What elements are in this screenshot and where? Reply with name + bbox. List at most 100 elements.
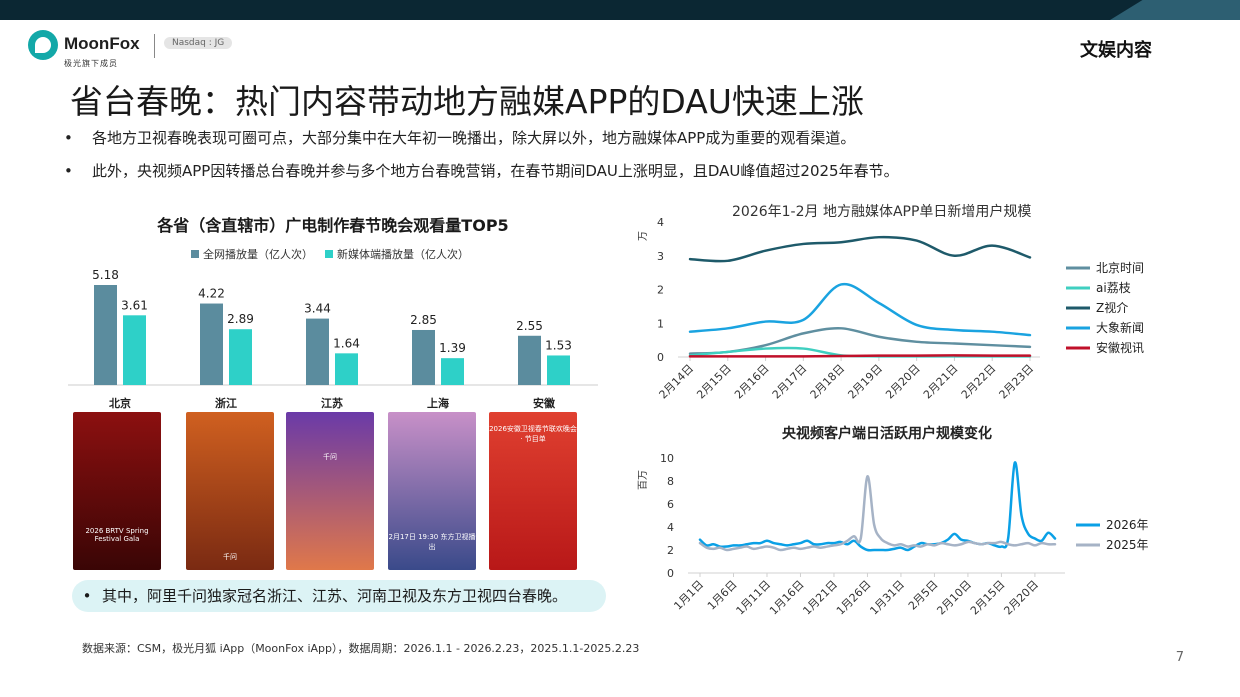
x-tick-label: 2月23日 — [997, 362, 1037, 402]
bar-value-label: 4.22 — [198, 287, 225, 301]
nasdaq-badge: Nasdaq : JG — [164, 37, 233, 49]
x-tick-label: 1月1日 — [671, 578, 706, 613]
series-line-1 — [698, 461, 1057, 552]
bar-category-label: 安徽 — [533, 397, 555, 410]
poster-caption: 2月17日 19:30 东方卫视播出 — [388, 533, 476, 551]
logo-divider — [154, 34, 155, 58]
y-tick-label: 1 — [657, 317, 664, 330]
x-tick-label: 1月16日 — [767, 578, 807, 618]
bar-legend-label-2: 新媒体端播放量（亿人次） — [337, 248, 469, 261]
poster-shanghai-gala: 2月17日 19:30 东方卫视播出 — [388, 412, 476, 570]
legend-label: Z视介 — [1096, 300, 1128, 315]
bar-浙江-series-1 — [200, 303, 223, 385]
bar-安徽-series-2 — [547, 355, 570, 385]
poster-caption: 千问 — [223, 553, 237, 561]
bar-value-label: 2.85 — [410, 313, 437, 327]
x-tick-label: 2月16日 — [732, 362, 772, 402]
series-line-5 — [688, 354, 1032, 358]
legend-label: 安徽视讯 — [1096, 340, 1144, 355]
bar-江苏-series-1 — [306, 318, 329, 385]
bar-legend-item-2: 新媒体端播放量（亿人次） — [325, 246, 469, 262]
x-tick-label: 2月15日 — [694, 362, 734, 402]
legend-label: 北京时间 — [1096, 261, 1144, 275]
poster-caption: 2026 BRTV Spring Festival Gala — [85, 527, 149, 543]
poster-beijing-gala: 2026 BRTV Spring Festival Gala — [73, 412, 161, 570]
x-tick-label: 1月21日 — [800, 578, 840, 618]
y-tick-label: 6 — [667, 498, 674, 511]
y-tick-label: 10 — [660, 452, 674, 465]
bullet-2-text: 此外，央视频APP因转播总台春晚并参与多个地方台春晚营销，在春节期间DAU上涨明… — [92, 162, 899, 180]
bar-category-label: 江苏 — [321, 397, 343, 410]
brand-name: MoonFox — [64, 34, 140, 53]
line-chart-2: 0246810百万1月1日1月6日1月11日1月16日1月21日1月26日1月3… — [637, 452, 1149, 618]
section-label: 文娱内容 — [1080, 40, 1152, 61]
bullet-marker: • — [64, 162, 73, 180]
y-tick-label: 2 — [657, 284, 664, 297]
legend-label: 2026年 — [1106, 518, 1149, 532]
series-line-4 — [688, 282, 1032, 337]
x-tick-label: 2月19日 — [845, 362, 885, 402]
page-title: 省台春晚：热门内容带动地方融媒APP的DAU快速上涨 — [70, 82, 864, 121]
bar-legend-item-1: 全网播放量（亿人次） — [191, 246, 313, 262]
poster-caption: 2026安徽卫视春节联欢晚会 · 节目单 — [489, 425, 577, 443]
bar-北京-series-1 — [94, 285, 117, 385]
line-chart-2-title: 央视频客户端日活跃用户规模变化 — [782, 426, 992, 442]
x-tick-label: 1月31日 — [867, 578, 907, 618]
bullet-marker: • — [82, 587, 92, 605]
legend-label: 大象新闻 — [1096, 320, 1144, 335]
bar-chart-title: 各省（含直辖市）广电制作春节晚会观看量TOP5 — [157, 216, 509, 235]
bar-category-label: 北京 — [109, 397, 131, 410]
poster-caption: 千问 — [323, 453, 337, 461]
bar-value-label: 3.44 — [304, 302, 331, 316]
x-tick-label: 2月10日 — [934, 578, 974, 618]
x-tick-label: 2月20日 — [883, 362, 923, 402]
bullet-2: • 此外，央视频APP因转播总台春晚并参与多个地方台春晚营销，在春节期间DAU上涨… — [64, 160, 899, 181]
y-tick-label: 2 — [667, 544, 674, 557]
bar-value-label: 1.64 — [333, 336, 360, 350]
bar-value-label: 2.89 — [227, 312, 254, 326]
bullet-1-text: 各地方卫视春晚表现可圈可点，大部分集中在大年初一晚播出，除大屏以外，地方融媒体A… — [92, 129, 856, 147]
series-line-3 — [688, 235, 1032, 263]
bar-江苏-series-2 — [335, 353, 358, 385]
bar-上海-series-2 — [441, 358, 464, 385]
bar-上海-series-1 — [412, 329, 435, 385]
y-tick-label: 4 — [667, 521, 674, 534]
bullet-1: • 各地方卫视春晚表现可圈可点，大部分集中在大年初一晚播出，除大屏以外，地方融媒体… — [64, 127, 855, 148]
line-chart-1-title: 2026年1-2月 地方融媒体APP单日新增用户规模 — [732, 204, 1032, 220]
legend-label: 2025年 — [1106, 538, 1149, 552]
y-tick-label: 0 — [667, 567, 674, 580]
x-tick-label: 2月20日 — [1001, 578, 1041, 618]
page-number: 7 — [1175, 650, 1184, 665]
poster-jiangsu-gala: 千问 — [286, 412, 374, 570]
y-axis-label: 万 — [638, 231, 649, 241]
bar-category-label: 浙江 — [215, 397, 237, 410]
note-callout: • 其中，阿里千问独家冠名浙江、江苏、河南卫视及东方卫视四台春晚。 — [72, 580, 606, 612]
legend-label: ai荔枝 — [1096, 280, 1131, 295]
x-tick-label: 2月14日 — [657, 362, 697, 402]
bar-北京-series-2 — [123, 315, 146, 385]
top-bar-accent — [1110, 0, 1240, 20]
y-tick-label: 8 — [667, 475, 674, 488]
brand-tagline: 极光旗下成员 — [64, 59, 118, 68]
bar-value-label: 1.53 — [545, 338, 572, 352]
bar-value-label: 1.39 — [439, 341, 466, 355]
bar-chart: 5.18 3.61 4.222.89 3.44 1.64 2.851.39 2.551.53 — [68, 268, 598, 386]
note-text: 其中，阿里千问独家冠名浙江、江苏、河南卫视及东方卫视四台春晚。 — [102, 587, 568, 605]
y-tick-label: 3 — [657, 250, 664, 263]
x-tick-label: 2月22日 — [959, 362, 999, 402]
line-chart-1: 0 1 2 3 4万 2月14日2月15日2月16日2月17日2月18日2月19日2月20… — [638, 216, 1144, 402]
bar-value-label: 3.61 — [121, 298, 148, 312]
bar-浙江-series-2 — [229, 329, 252, 385]
bar-category-label: 上海 — [427, 397, 449, 410]
x-tick-label: 2月17日 — [770, 362, 810, 402]
series-line-2 — [698, 475, 1057, 552]
moonfox-logo-icon — [28, 30, 58, 60]
y-axis-label: 百万 — [637, 470, 649, 490]
x-tick-label: 2月21日 — [921, 362, 961, 402]
top-bar — [0, 0, 1240, 20]
data-source: 数据来源：CSM，极光月狐 iApp（MoonFox iApp），数据周期：20… — [82, 642, 640, 655]
x-tick-label: 2月15日 — [968, 578, 1008, 618]
bar-安徽-series-1 — [518, 335, 541, 385]
x-tick-label: 1月26日 — [834, 578, 874, 618]
bar-value-label: 5.18 — [92, 268, 119, 282]
